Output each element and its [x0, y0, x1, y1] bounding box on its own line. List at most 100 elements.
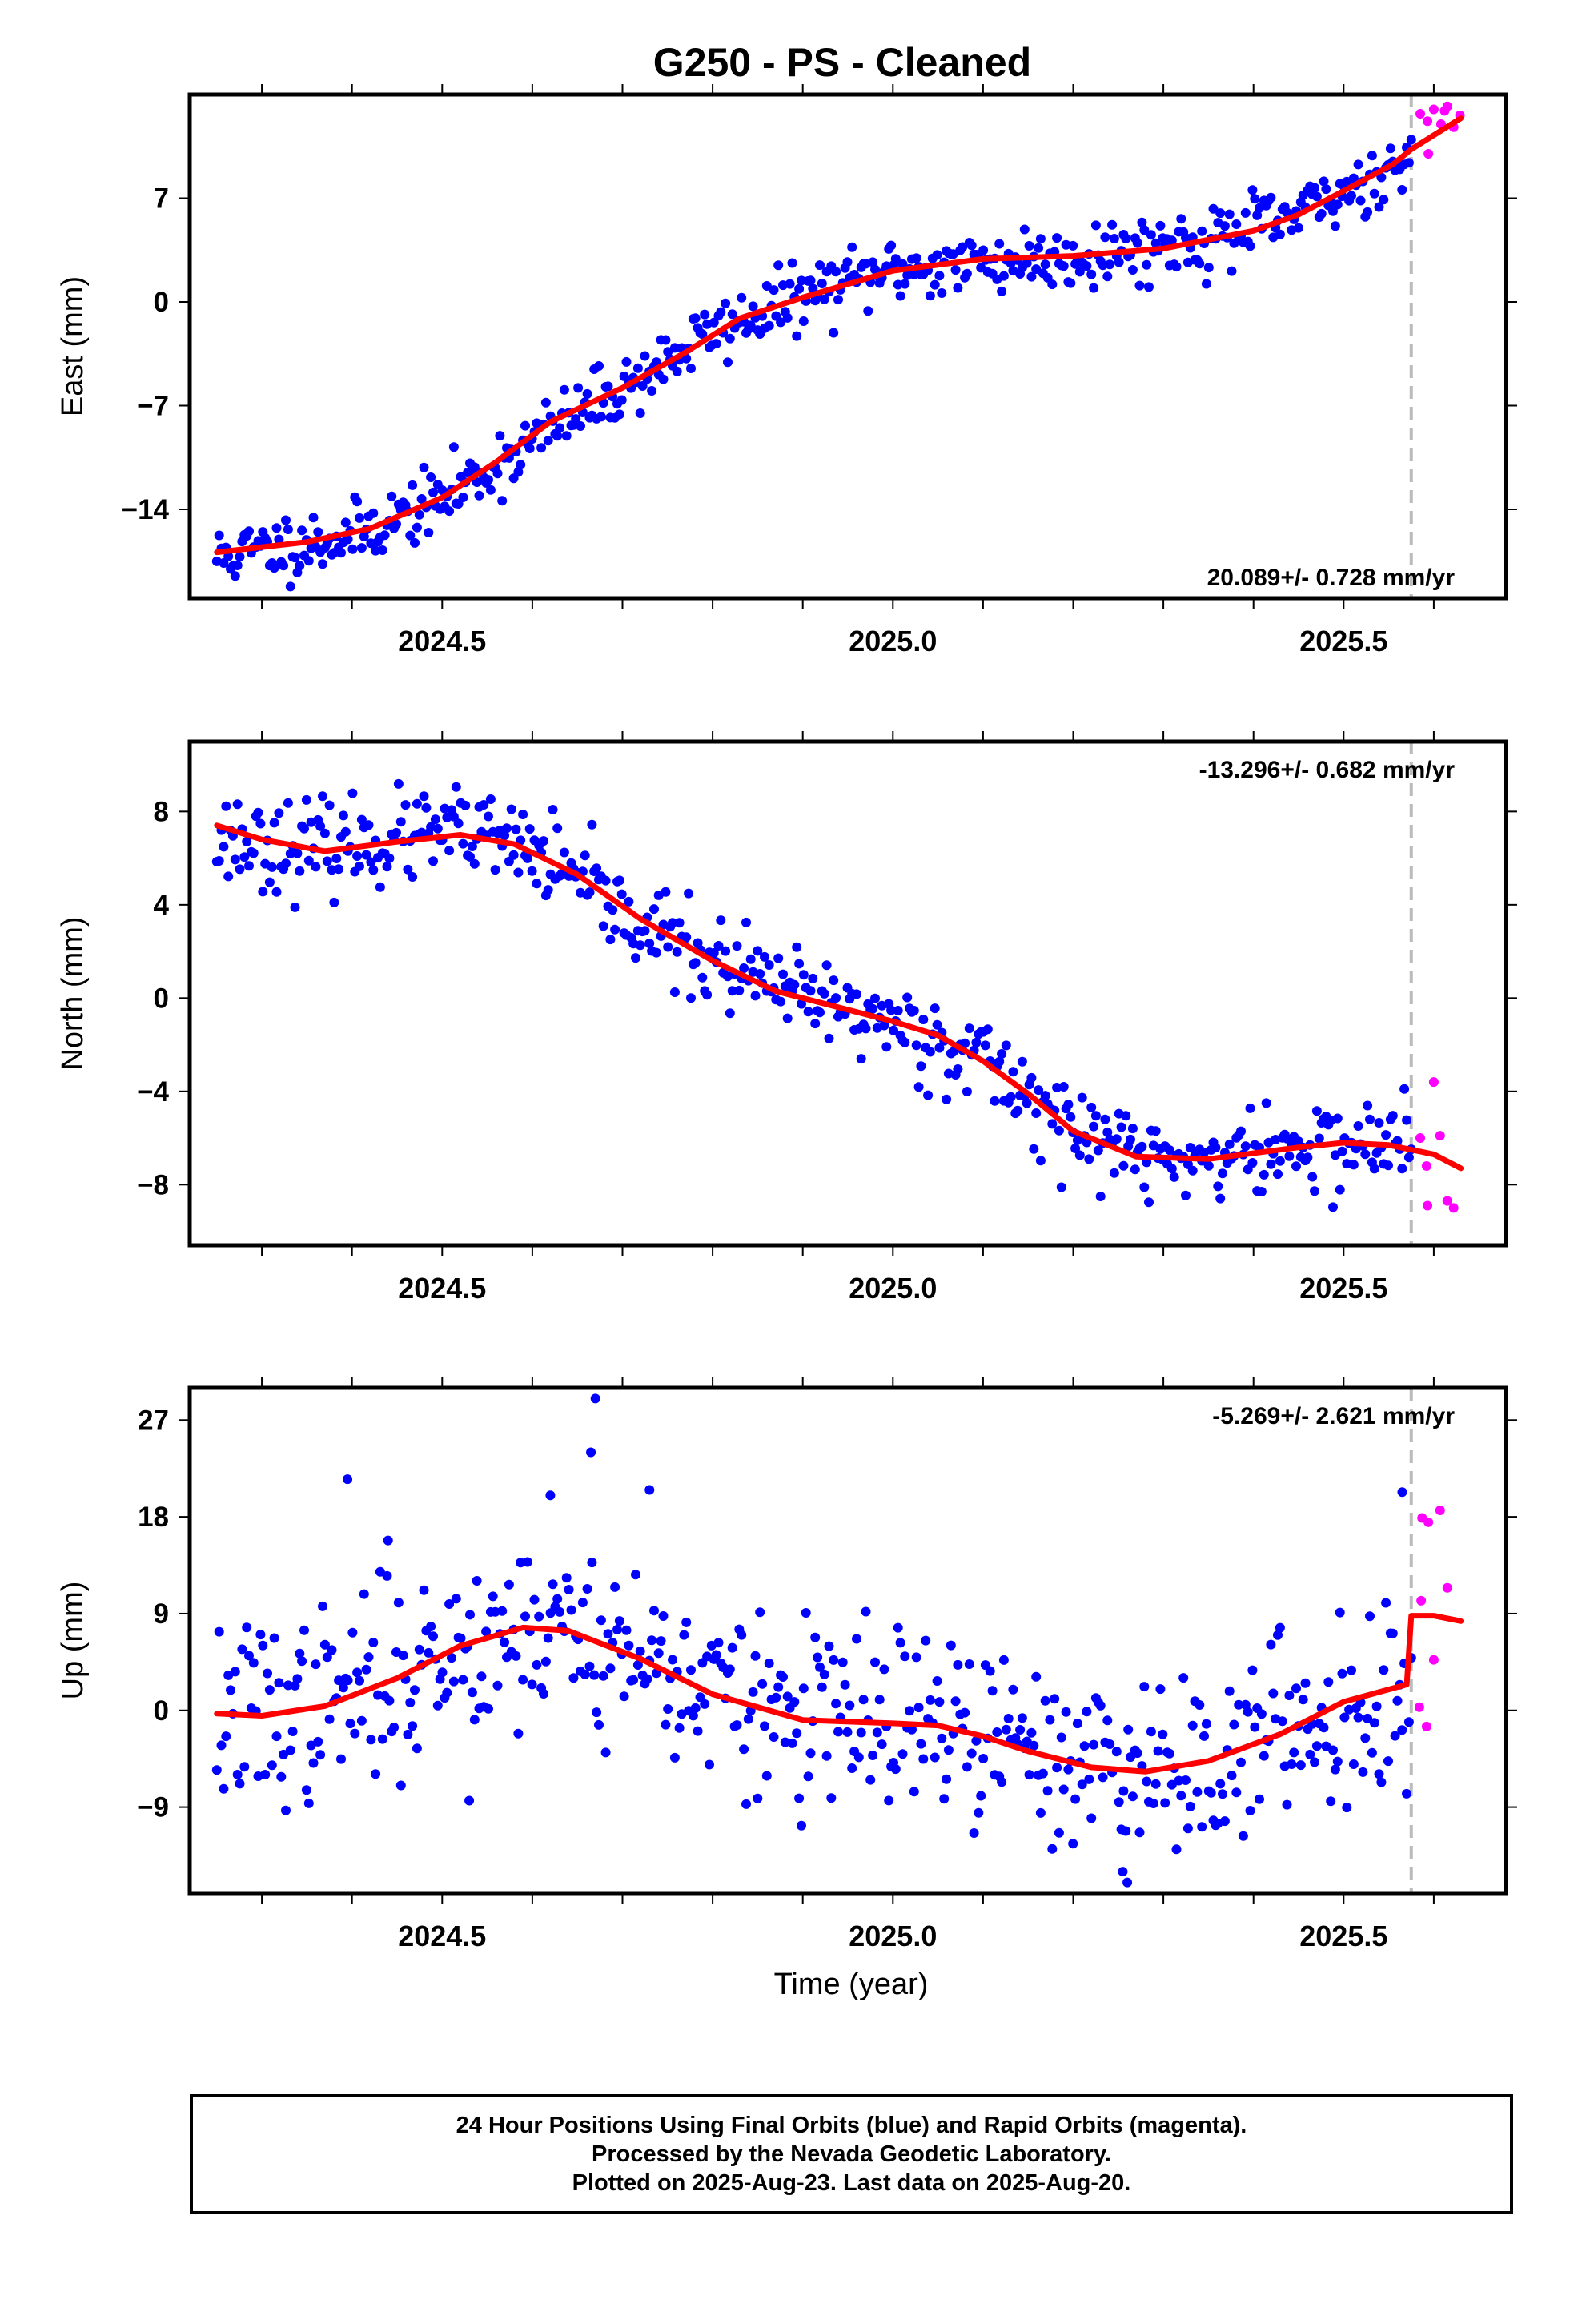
y-tick-label: 0 — [154, 983, 169, 1014]
final-orbit-point — [1086, 269, 1097, 279]
final-orbit-point — [918, 1015, 929, 1024]
figure-title: G250 - PS - Cleaned — [653, 40, 1031, 85]
final-orbit-point — [773, 953, 784, 963]
final-orbit-point — [1185, 1801, 1195, 1811]
final-orbit-point — [1332, 1756, 1343, 1767]
final-orbit-point — [649, 904, 659, 915]
final-orbit-point — [723, 357, 733, 368]
final-orbit-point — [555, 1606, 565, 1617]
final-orbit-point — [782, 312, 793, 323]
final-orbit-point — [881, 1042, 892, 1052]
x-tick-label: 2024.5 — [398, 625, 486, 657]
final-orbit-point — [764, 320, 774, 331]
final-orbit-point — [1353, 159, 1363, 170]
final-orbit-point — [448, 1676, 459, 1687]
final-orbit-point — [890, 254, 901, 264]
final-orbit-point — [713, 941, 724, 951]
final-orbit-point — [974, 1807, 984, 1818]
final-orbit-point — [1003, 1714, 1014, 1723]
final-orbit-point — [1291, 1161, 1301, 1172]
final-orbit-point — [635, 940, 645, 951]
final-orbit-point — [500, 1637, 510, 1647]
final-orbit-point — [1035, 1156, 1046, 1166]
final-orbit-point — [566, 1605, 576, 1615]
final-orbit-point — [1229, 1719, 1239, 1730]
final-orbit-point — [852, 989, 861, 999]
final-orbit-point — [334, 864, 344, 875]
final-orbit-point — [863, 306, 873, 316]
final-orbit-point — [377, 1734, 387, 1744]
final-orbit-point — [444, 1599, 455, 1609]
final-orbit-point — [953, 283, 963, 293]
final-orbit-point — [605, 1663, 616, 1674]
final-orbit-point — [559, 847, 569, 858]
caption-line-orbits: 24 Hour Positions Using Final Orbits (bl… — [456, 2113, 1247, 2138]
final-orbit-point — [872, 1727, 882, 1738]
final-orbit-point — [900, 279, 910, 289]
final-orbit-point — [1390, 1731, 1400, 1741]
final-orbit-point — [1126, 1752, 1135, 1763]
final-orbit-point — [971, 1037, 982, 1047]
final-orbit-point — [1335, 1607, 1345, 1618]
final-orbit-point — [661, 335, 671, 345]
final-orbit-point — [610, 924, 620, 935]
final-orbit-point — [1252, 210, 1263, 220]
final-orbit-point — [318, 791, 327, 802]
final-orbit-point — [235, 1779, 245, 1789]
final-orbit-point — [244, 1651, 254, 1661]
final-orbit-point — [1374, 1769, 1384, 1779]
final-orbit-point — [1215, 208, 1226, 219]
final-orbit-point — [1182, 1823, 1193, 1834]
y-tick-label: 27 — [138, 1405, 169, 1436]
final-orbit-point — [1127, 1791, 1138, 1802]
final-orbit-point — [1203, 263, 1214, 273]
final-orbit-point — [412, 522, 422, 533]
final-orbit-point — [384, 1695, 395, 1706]
final-orbit-point — [1402, 1115, 1411, 1125]
final-orbit-point — [840, 1679, 850, 1690]
final-orbit-point — [1144, 1197, 1154, 1208]
final-orbit-point — [865, 1775, 876, 1785]
final-orbit-point — [1090, 1111, 1101, 1121]
final-orbit-point — [658, 374, 669, 384]
final-orbit-point — [923, 1090, 934, 1100]
final-orbit-point — [1403, 1152, 1414, 1163]
y-tick-label: 0 — [154, 1695, 169, 1727]
final-orbit-point — [540, 397, 551, 408]
final-orbit-point — [412, 1743, 422, 1754]
final-orbit-point — [1201, 279, 1211, 289]
final-orbit-point — [803, 1007, 813, 1017]
final-orbit-point — [596, 412, 606, 422]
final-orbit-point — [1054, 1827, 1064, 1838]
final-orbit-point — [1040, 259, 1050, 270]
final-orbit-point — [1316, 208, 1327, 219]
final-orbit-point — [713, 1638, 724, 1648]
final-orbit-point — [1330, 1764, 1340, 1775]
final-orbit-point — [925, 1047, 935, 1057]
final-orbit-point — [1176, 1791, 1186, 1801]
final-orbit-point — [363, 820, 374, 830]
final-orbit-point — [1134, 280, 1145, 291]
final-orbit-point — [216, 1740, 227, 1751]
final-orbit-point — [403, 1729, 413, 1739]
final-orbit-point — [264, 877, 275, 887]
final-orbit-point — [1095, 1192, 1106, 1201]
final-orbit-point — [1360, 1733, 1371, 1743]
final-orbit-point — [1201, 1719, 1211, 1729]
x-tick-label: 2025.5 — [1299, 1272, 1387, 1305]
final-orbit-point — [1056, 1732, 1066, 1743]
final-orbit-point — [640, 351, 650, 361]
final-orbit-point — [338, 810, 348, 821]
plot-frame — [187, 739, 1508, 1248]
final-orbit-point — [1379, 195, 1389, 205]
final-orbit-point — [1321, 184, 1331, 195]
final-orbit-point — [909, 1006, 919, 1015]
final-orbit-point — [540, 1656, 551, 1667]
rapid-orbit-point — [1428, 104, 1439, 115]
final-orbit-point — [725, 333, 735, 344]
final-orbit-point — [1234, 1699, 1244, 1710]
final-orbit-point — [318, 1601, 327, 1611]
final-orbit-point — [1287, 1759, 1297, 1769]
final-orbit-point — [690, 313, 701, 324]
final-orbit-point — [1008, 1684, 1018, 1695]
